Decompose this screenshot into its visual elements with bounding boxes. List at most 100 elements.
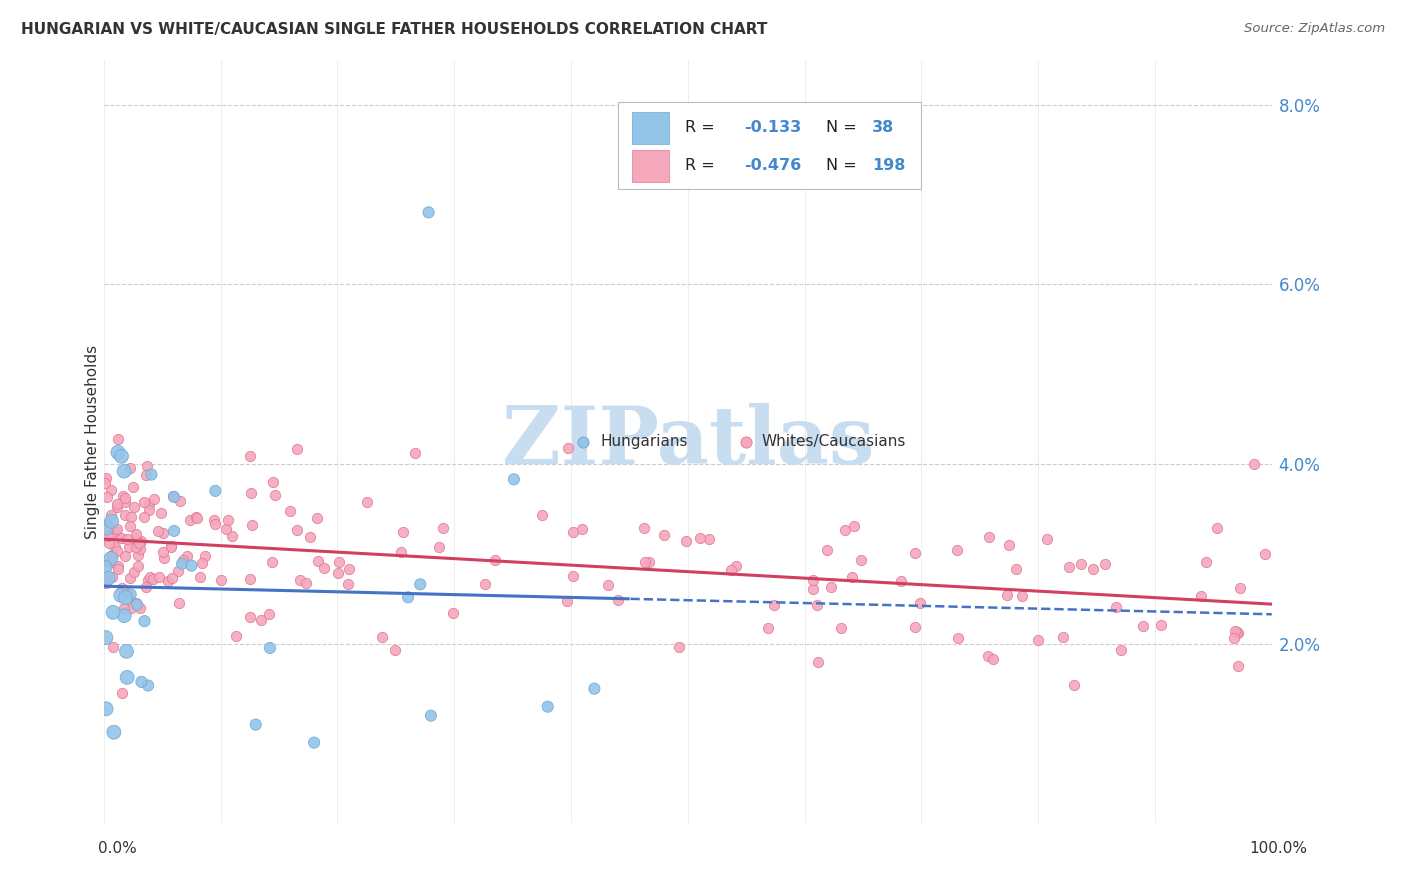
Point [537, 699, 560, 714]
Point [117, 586, 139, 600]
Point [120, 571, 142, 585]
Point [134, 495, 156, 509]
Point [557, 441, 579, 455]
FancyBboxPatch shape [631, 112, 669, 144]
Point [110, 449, 132, 463]
Point [240, 517, 263, 532]
Point [120, 461, 142, 475]
Point [392, 524, 415, 539]
Point [389, 545, 412, 559]
Point [1243, 457, 1265, 471]
Point [163, 524, 186, 538]
Point [979, 529, 1001, 543]
Point [100, 551, 122, 566]
Point [432, 521, 454, 535]
Point [305, 511, 328, 525]
Point [571, 523, 593, 537]
Point [502, 472, 524, 486]
Point [124, 566, 146, 580]
Point [1026, 632, 1049, 647]
Point [120, 519, 142, 533]
Point [103, 725, 125, 739]
Point [1206, 521, 1229, 535]
Point [191, 557, 214, 571]
Point [652, 528, 675, 542]
Point [104, 540, 127, 554]
Point [121, 480, 143, 494]
Point [136, 573, 159, 587]
Point [419, 708, 441, 723]
Point [474, 577, 496, 591]
Point [105, 544, 128, 558]
Point [184, 509, 207, 524]
Point [1226, 626, 1249, 640]
Point [596, 578, 619, 592]
Point [202, 513, 225, 527]
Point [96, 572, 118, 586]
Point [131, 674, 153, 689]
Point [561, 568, 583, 582]
Point [188, 570, 211, 584]
Point [995, 588, 1018, 602]
Point [107, 562, 129, 576]
Point [135, 468, 157, 483]
Point [225, 629, 247, 643]
Point [239, 572, 262, 586]
Point [634, 555, 657, 569]
Text: -0.133: -0.133 [744, 120, 801, 135]
Point [125, 540, 148, 554]
Point [131, 533, 153, 548]
Point [101, 605, 124, 619]
Point [127, 548, 149, 562]
Point [1052, 630, 1074, 644]
Point [302, 736, 325, 750]
Point [128, 536, 150, 550]
Point [94, 631, 117, 645]
Point [118, 540, 141, 554]
Point [114, 508, 136, 522]
Point [1094, 557, 1116, 571]
Point [127, 559, 149, 574]
Point [405, 446, 427, 460]
Point [111, 581, 134, 595]
Point [815, 542, 838, 557]
Point [834, 524, 856, 538]
Point [142, 492, 165, 507]
Point [114, 494, 136, 508]
Point [134, 614, 156, 628]
Text: R =: R = [686, 120, 716, 135]
Point [239, 609, 262, 624]
Point [1036, 532, 1059, 546]
Point [97, 571, 120, 585]
Point [285, 442, 308, 457]
Point [107, 432, 129, 446]
Point [125, 527, 148, 541]
Point [96, 518, 118, 533]
Point [97, 557, 120, 571]
Point [110, 588, 132, 602]
Point [128, 541, 150, 556]
Point [908, 596, 931, 610]
Point [149, 506, 172, 520]
Point [531, 508, 554, 523]
Point [214, 522, 236, 536]
Point [105, 522, 128, 536]
Point [384, 643, 406, 657]
Point [107, 445, 129, 459]
Point [807, 655, 830, 669]
Text: HUNGARIAN VS WHITE/CAUCASIAN SINGLE FATHER HOUSEHOLDS CORRELATION CHART: HUNGARIAN VS WHITE/CAUCASIAN SINGLE FATH… [21, 22, 768, 37]
Point [142, 572, 165, 586]
Point [1229, 582, 1251, 596]
Point [160, 541, 183, 555]
FancyBboxPatch shape [631, 150, 669, 182]
Point [606, 592, 628, 607]
Point [699, 532, 721, 546]
Point [100, 514, 122, 528]
Text: Hungarians: Hungarians [600, 434, 688, 449]
Point [98, 521, 121, 535]
Point [204, 516, 226, 531]
Point [409, 577, 432, 591]
Point [107, 559, 129, 574]
Point [1189, 589, 1212, 603]
Point [981, 652, 1004, 666]
